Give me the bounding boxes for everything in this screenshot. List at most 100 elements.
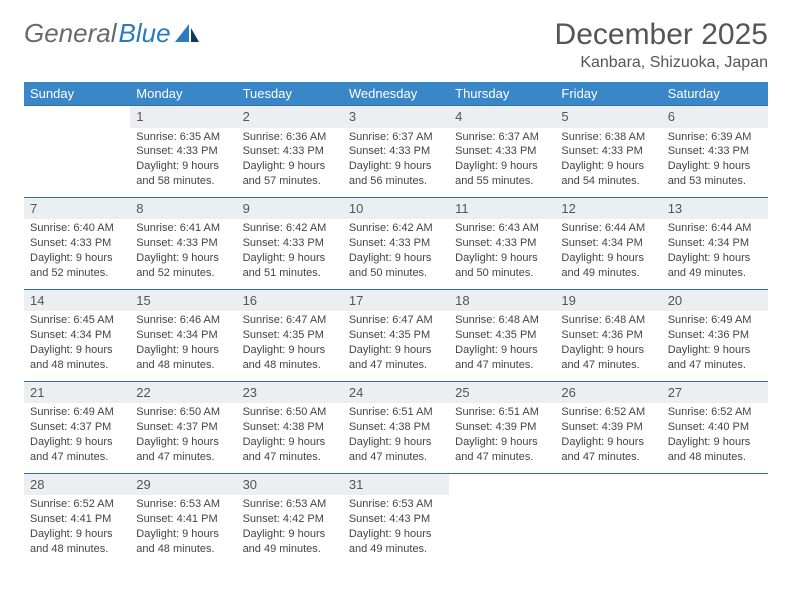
dow-row: Sunday Monday Tuesday Wednesday Thursday…: [24, 82, 768, 106]
day-content: Sunrise: 6:53 AMSunset: 4:42 PMDaylight:…: [237, 495, 343, 564]
day-content: Sunrise: 6:44 AMSunset: 4:34 PMDaylight:…: [555, 219, 661, 288]
day-number: 12: [555, 198, 661, 220]
day-number: 15: [130, 290, 236, 312]
day-content: Sunrise: 6:53 AMSunset: 4:41 PMDaylight:…: [130, 495, 236, 564]
day-number: 14: [24, 290, 130, 312]
calendar-cell: 1Sunrise: 6:35 AMSunset: 4:33 PMDaylight…: [130, 106, 236, 198]
day-number: 17: [343, 290, 449, 312]
day-number: 3: [343, 106, 449, 128]
day-content: Sunrise: 6:52 AMSunset: 4:41 PMDaylight:…: [24, 495, 130, 564]
calendar-cell: 5Sunrise: 6:38 AMSunset: 4:33 PMDaylight…: [555, 106, 661, 198]
day-number: [662, 474, 768, 496]
page-header: GeneralBlue December 2025 Kanbara, Shizu…: [24, 18, 768, 72]
day-content: [662, 495, 768, 553]
day-content: Sunrise: 6:50 AMSunset: 4:37 PMDaylight:…: [130, 403, 236, 472]
day-number: 9: [237, 198, 343, 220]
day-number: 24: [343, 382, 449, 404]
day-content: Sunrise: 6:37 AMSunset: 4:33 PMDaylight:…: [449, 128, 555, 197]
day-number: [555, 474, 661, 496]
day-content: Sunrise: 6:35 AMSunset: 4:33 PMDaylight:…: [130, 128, 236, 197]
day-content: Sunrise: 6:45 AMSunset: 4:34 PMDaylight:…: [24, 311, 130, 380]
calendar-cell: 10Sunrise: 6:42 AMSunset: 4:33 PMDayligh…: [343, 197, 449, 289]
day-content: Sunrise: 6:43 AMSunset: 4:33 PMDaylight:…: [449, 219, 555, 288]
day-number: 28: [24, 474, 130, 496]
day-number: 29: [130, 474, 236, 496]
month-title: December 2025: [555, 18, 768, 52]
day-number: 10: [343, 198, 449, 220]
calendar-cell: 22Sunrise: 6:50 AMSunset: 4:37 PMDayligh…: [130, 381, 236, 473]
day-number: 7: [24, 198, 130, 220]
dow-tuesday: Tuesday: [237, 82, 343, 106]
day-content: Sunrise: 6:42 AMSunset: 4:33 PMDaylight:…: [343, 219, 449, 288]
day-content: Sunrise: 6:48 AMSunset: 4:36 PMDaylight:…: [555, 311, 661, 380]
calendar-cell: 30Sunrise: 6:53 AMSunset: 4:42 PMDayligh…: [237, 473, 343, 564]
calendar-cell: 18Sunrise: 6:48 AMSunset: 4:35 PMDayligh…: [449, 289, 555, 381]
dow-saturday: Saturday: [662, 82, 768, 106]
day-content: Sunrise: 6:52 AMSunset: 4:40 PMDaylight:…: [662, 403, 768, 472]
day-number: 22: [130, 382, 236, 404]
calendar-cell: [662, 473, 768, 564]
calendar-cell: 23Sunrise: 6:50 AMSunset: 4:38 PMDayligh…: [237, 381, 343, 473]
calendar-cell: 12Sunrise: 6:44 AMSunset: 4:34 PMDayligh…: [555, 197, 661, 289]
calendar-cell: 11Sunrise: 6:43 AMSunset: 4:33 PMDayligh…: [449, 197, 555, 289]
day-content: Sunrise: 6:51 AMSunset: 4:38 PMDaylight:…: [343, 403, 449, 472]
calendar-cell: 31Sunrise: 6:53 AMSunset: 4:43 PMDayligh…: [343, 473, 449, 564]
calendar-cell: 27Sunrise: 6:52 AMSunset: 4:40 PMDayligh…: [662, 381, 768, 473]
calendar-cell: 4Sunrise: 6:37 AMSunset: 4:33 PMDaylight…: [449, 106, 555, 198]
calendar-week-row: 28Sunrise: 6:52 AMSunset: 4:41 PMDayligh…: [24, 473, 768, 564]
calendar-week-row: 7Sunrise: 6:40 AMSunset: 4:33 PMDaylight…: [24, 197, 768, 289]
day-number: 21: [24, 382, 130, 404]
brand-sail-icon: [175, 24, 201, 44]
calendar-cell: 16Sunrise: 6:47 AMSunset: 4:35 PMDayligh…: [237, 289, 343, 381]
day-content: Sunrise: 6:53 AMSunset: 4:43 PMDaylight:…: [343, 495, 449, 564]
day-content: Sunrise: 6:49 AMSunset: 4:37 PMDaylight:…: [24, 403, 130, 472]
day-number: 11: [449, 198, 555, 220]
dow-monday: Monday: [130, 82, 236, 106]
calendar-cell: [449, 473, 555, 564]
day-content: [555, 495, 661, 553]
calendar-cell: 2Sunrise: 6:36 AMSunset: 4:33 PMDaylight…: [237, 106, 343, 198]
day-content: Sunrise: 6:49 AMSunset: 4:36 PMDaylight:…: [662, 311, 768, 380]
calendar-cell: 19Sunrise: 6:48 AMSunset: 4:36 PMDayligh…: [555, 289, 661, 381]
day-number: 18: [449, 290, 555, 312]
day-number: [24, 106, 130, 128]
day-number: 25: [449, 382, 555, 404]
day-content: Sunrise: 6:47 AMSunset: 4:35 PMDaylight:…: [343, 311, 449, 380]
day-content: [24, 128, 130, 186]
calendar-week-row: 14Sunrise: 6:45 AMSunset: 4:34 PMDayligh…: [24, 289, 768, 381]
calendar-cell: 20Sunrise: 6:49 AMSunset: 4:36 PMDayligh…: [662, 289, 768, 381]
day-content: Sunrise: 6:51 AMSunset: 4:39 PMDaylight:…: [449, 403, 555, 472]
day-content: Sunrise: 6:37 AMSunset: 4:33 PMDaylight:…: [343, 128, 449, 197]
calendar-cell: 6Sunrise: 6:39 AMSunset: 4:33 PMDaylight…: [662, 106, 768, 198]
dow-sunday: Sunday: [24, 82, 130, 106]
day-number: 8: [130, 198, 236, 220]
calendar-cell: 28Sunrise: 6:52 AMSunset: 4:41 PMDayligh…: [24, 473, 130, 564]
brand-part1: General: [24, 18, 117, 49]
day-number: 26: [555, 382, 661, 404]
day-content: Sunrise: 6:47 AMSunset: 4:35 PMDaylight:…: [237, 311, 343, 380]
day-content: [449, 495, 555, 553]
calendar-week-row: 21Sunrise: 6:49 AMSunset: 4:37 PMDayligh…: [24, 381, 768, 473]
title-block: December 2025 Kanbara, Shizuoka, Japan: [555, 18, 768, 72]
day-content: Sunrise: 6:39 AMSunset: 4:33 PMDaylight:…: [662, 128, 768, 197]
day-content: Sunrise: 6:48 AMSunset: 4:35 PMDaylight:…: [449, 311, 555, 380]
day-number: 20: [662, 290, 768, 312]
day-number: 6: [662, 106, 768, 128]
calendar-cell: 29Sunrise: 6:53 AMSunset: 4:41 PMDayligh…: [130, 473, 236, 564]
day-number: 19: [555, 290, 661, 312]
calendar-cell: 17Sunrise: 6:47 AMSunset: 4:35 PMDayligh…: [343, 289, 449, 381]
dow-wednesday: Wednesday: [343, 82, 449, 106]
calendar-cell: 13Sunrise: 6:44 AMSunset: 4:34 PMDayligh…: [662, 197, 768, 289]
day-number: 30: [237, 474, 343, 496]
calendar-cell: 24Sunrise: 6:51 AMSunset: 4:38 PMDayligh…: [343, 381, 449, 473]
day-content: Sunrise: 6:40 AMSunset: 4:33 PMDaylight:…: [24, 219, 130, 288]
day-number: 16: [237, 290, 343, 312]
calendar-cell: 7Sunrise: 6:40 AMSunset: 4:33 PMDaylight…: [24, 197, 130, 289]
calendar-cell: 26Sunrise: 6:52 AMSunset: 4:39 PMDayligh…: [555, 381, 661, 473]
day-content: Sunrise: 6:36 AMSunset: 4:33 PMDaylight:…: [237, 128, 343, 197]
day-number: 1: [130, 106, 236, 128]
day-number: [449, 474, 555, 496]
day-content: Sunrise: 6:52 AMSunset: 4:39 PMDaylight:…: [555, 403, 661, 472]
day-number: 2: [237, 106, 343, 128]
day-content: Sunrise: 6:42 AMSunset: 4:33 PMDaylight:…: [237, 219, 343, 288]
